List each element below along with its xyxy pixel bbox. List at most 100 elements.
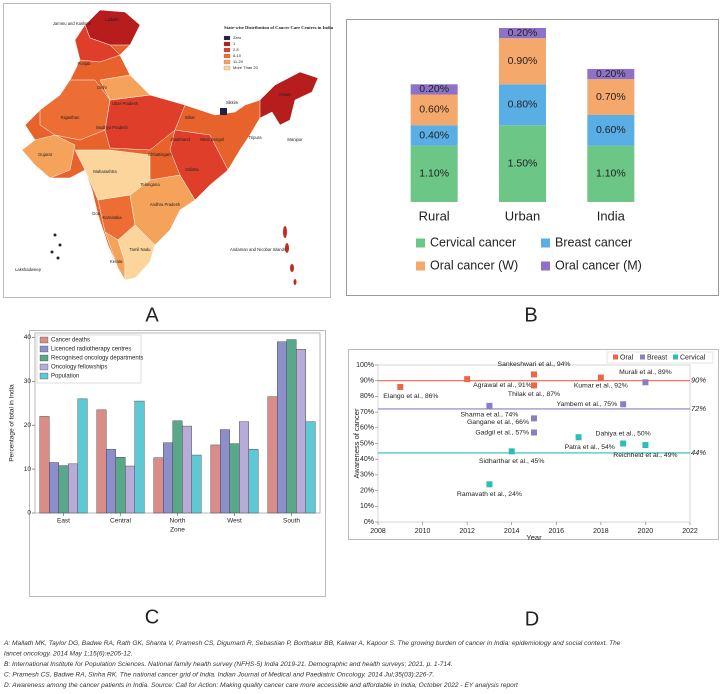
point-label: Ramavath et al., 24%: [457, 491, 522, 498]
bar-segment: [499, 84, 546, 126]
bar-value-label: 0.20%: [419, 83, 449, 95]
map-region-label: Ladakh: [105, 17, 119, 22]
bar-value-label: 1.10%: [419, 168, 449, 180]
bar-value-label: 1.10%: [596, 168, 626, 180]
bar: [77, 398, 88, 514]
x-tick-label: Central: [110, 518, 132, 525]
map-legend-label: 11-20: [233, 59, 244, 64]
x-tick-label: 2018: [593, 528, 609, 535]
bar: [134, 400, 145, 514]
map-legend-swatch: [223, 53, 231, 59]
legend-swatch: [416, 261, 425, 271]
map-region-label: Madhya Pradesh: [96, 125, 128, 130]
map-region-label: Andhra Pradesh: [150, 202, 181, 207]
legend-swatch: [39, 372, 49, 380]
bar-segment: [410, 125, 458, 146]
point-label: Sankeshwari et al., 94%: [498, 361, 571, 368]
legend-box: [606, 351, 714, 364]
x-tick-label: 2012: [459, 528, 475, 535]
map-legend-title: State-wise Distribution of Cancer Care C…: [224, 25, 334, 30]
panel-label: A: [145, 304, 159, 326]
legend-swatch: [39, 345, 49, 353]
map-region-label: Gujarat: [38, 152, 53, 157]
point-label: Reichheld et al., 49%: [613, 452, 677, 459]
y-tick-label: 60%: [360, 425, 374, 432]
map-region: [99, 74, 151, 101]
map-region-label: Tamil Nadu: [130, 247, 152, 252]
bar-segment: [587, 79, 635, 115]
scatter-point: [508, 448, 515, 455]
reference-text: D: Awareness among the cancer patients i…: [4, 682, 519, 689]
bar: [182, 425, 192, 514]
x-tick-label: 2022: [682, 528, 698, 535]
y-axis-label: Awareness of cancer: [352, 408, 361, 478]
map-region: [74, 24, 121, 63]
bar-value-label: 0.20%: [596, 68, 626, 80]
bar-segment: [587, 145, 635, 202]
reference-line-label: 90%: [691, 376, 706, 385]
bar: [172, 420, 183, 514]
map-legend-label: More Than 20: [233, 65, 259, 70]
point-label: Gangane et al., 66%: [467, 419, 529, 426]
island-dots: [50, 233, 62, 260]
bar: [220, 429, 230, 514]
bar: [229, 443, 240, 514]
legend-swatch: [541, 261, 550, 271]
legend-label: Cervical cancer: [430, 235, 516, 249]
point-label: Thilak et al., 87%: [508, 391, 560, 398]
map-region-label: Sikkim: [226, 100, 239, 105]
map-region: [129, 174, 196, 246]
reference-text: A: Mallath MK, Taylor DG, Badwe RA, Rath…: [3, 640, 621, 647]
x-tick-label: India: [597, 208, 626, 223]
point-label: Elango et al., 86%: [383, 393, 438, 400]
bar: [191, 454, 202, 514]
legend-swatch: [541, 238, 550, 248]
map-region-label: Chhattisgarh: [148, 152, 172, 157]
x-axis-label: Zone: [170, 527, 185, 534]
map-region-label: Goa: [92, 211, 101, 216]
map-legend-label: 6-10: [233, 53, 242, 58]
map-region: [259, 71, 319, 126]
y-tick-label: 30%: [360, 472, 374, 479]
bar: [58, 465, 69, 514]
point-label: Patra et al., 54%: [565, 444, 615, 451]
map-region-label: Punjab: [77, 61, 91, 66]
bar-value-label: 0.70%: [596, 91, 626, 103]
andaman-islands: [283, 226, 297, 285]
reference-text: B: International Institute for Populatio…: [4, 661, 453, 668]
legend-label: Population: [51, 374, 79, 380]
legend-label: Oncology fellowships: [51, 365, 107, 371]
y-tick-label: 30: [24, 378, 32, 385]
x-tick-label: Urban: [505, 208, 540, 223]
map-region-label: Jharkhand: [170, 137, 190, 142]
legend-label: Recognised oncology departments: [51, 356, 143, 362]
legend-swatch: [416, 238, 425, 248]
bar-value-label: 0.20%: [508, 27, 538, 39]
scatter-point: [531, 429, 537, 436]
x-axis-label: Year: [526, 533, 542, 542]
legend-box: [36, 334, 142, 384]
bar: [286, 339, 297, 514]
legend-swatch: [673, 354, 678, 360]
island: [58, 243, 62, 247]
bar-segment: [587, 68, 635, 80]
bar: [277, 341, 287, 514]
island: [50, 250, 54, 254]
scatter-point: [531, 382, 537, 389]
island: [283, 226, 287, 238]
map-region-label: Bihar: [185, 115, 195, 120]
map-region-label: Maharashtra: [93, 169, 117, 174]
bar-segment: [410, 94, 458, 126]
map-legend-swatch: [223, 41, 231, 47]
bar-value-label: 1.50%: [508, 157, 538, 169]
legend-swatch: [613, 354, 618, 360]
panel-d-frame: [348, 349, 719, 540]
legend-label: Oral: [620, 354, 634, 361]
legend-label: Oral cancer (W): [430, 258, 518, 272]
scatter-point: [620, 401, 627, 408]
y-tick-label: 40: [24, 334, 32, 341]
bar: [163, 442, 173, 514]
map-legend-swatch: [223, 59, 231, 65]
